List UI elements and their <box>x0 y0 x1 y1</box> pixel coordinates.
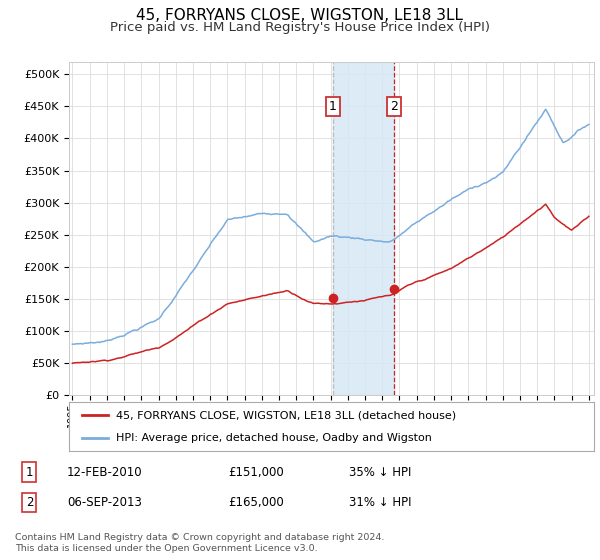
Text: Contains HM Land Registry data © Crown copyright and database right 2024.
This d: Contains HM Land Registry data © Crown c… <box>15 533 385 553</box>
Text: 35% ↓ HPI: 35% ↓ HPI <box>349 465 412 479</box>
Text: 12-FEB-2010: 12-FEB-2010 <box>67 465 142 479</box>
Text: HPI: Average price, detached house, Oadby and Wigston: HPI: Average price, detached house, Oadb… <box>116 433 432 443</box>
Bar <box>333 62 394 395</box>
Text: 31% ↓ HPI: 31% ↓ HPI <box>349 496 412 509</box>
Text: 1: 1 <box>329 100 337 113</box>
Text: 06-SEP-2013: 06-SEP-2013 <box>67 496 142 509</box>
Text: 2: 2 <box>26 496 33 509</box>
Text: 2: 2 <box>390 100 398 113</box>
Text: 1: 1 <box>26 465 33 479</box>
Text: £165,000: £165,000 <box>228 496 284 509</box>
Text: 45, FORRYANS CLOSE, WIGSTON, LE18 3LL (detached house): 45, FORRYANS CLOSE, WIGSTON, LE18 3LL (d… <box>116 410 457 421</box>
Text: £151,000: £151,000 <box>228 465 284 479</box>
Text: Price paid vs. HM Land Registry's House Price Index (HPI): Price paid vs. HM Land Registry's House … <box>110 21 490 34</box>
Text: 45, FORRYANS CLOSE, WIGSTON, LE18 3LL: 45, FORRYANS CLOSE, WIGSTON, LE18 3LL <box>137 8 464 24</box>
